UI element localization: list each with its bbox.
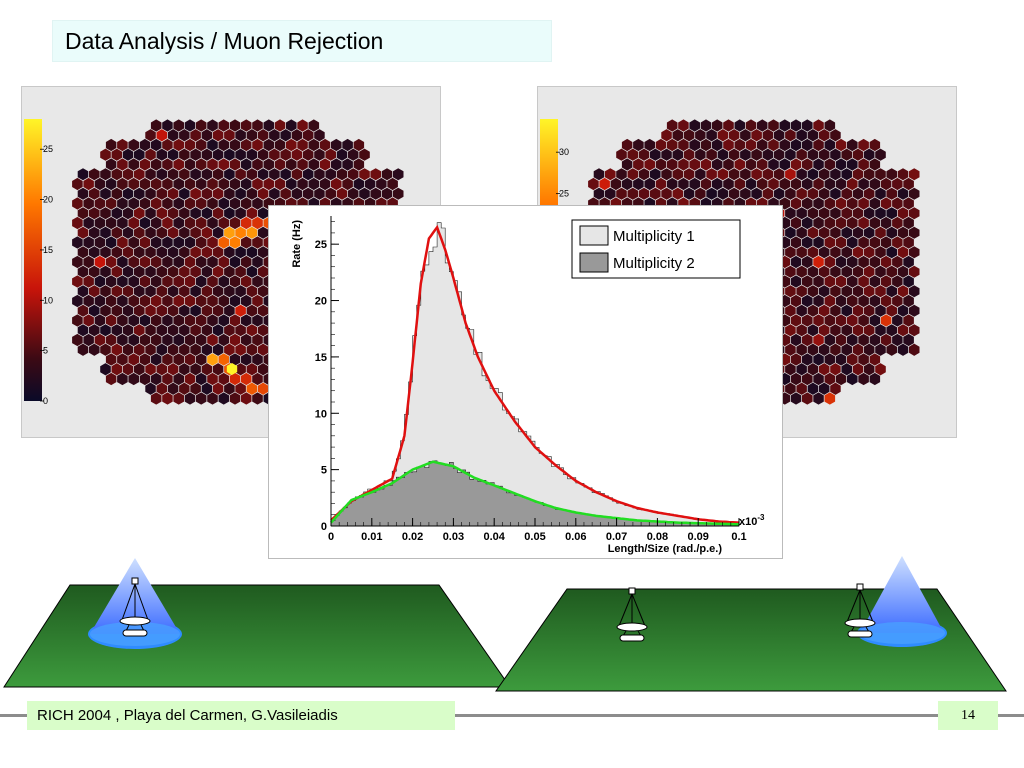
legend-swatch-multiplicity-1 — [579, 225, 609, 246]
x-tick-label: 0.1 — [731, 531, 746, 543]
telescope-left — [119, 577, 151, 637]
left-ground-plane — [3, 584, 511, 688]
scale-tick-label: 25 — [43, 144, 53, 154]
x-multiplier-label: x10-3 — [739, 513, 765, 528]
y-tick-label: 10 — [315, 408, 327, 420]
color-scale-bar — [24, 119, 42, 401]
y-tick-label: 15 — [315, 352, 327, 364]
scale-tick-label: 15 — [43, 245, 53, 255]
slide-title: Data Analysis / Muon Rejection — [52, 20, 552, 62]
footer-citation: RICH 2004 , Playa del Carmen, G.Vasileia… — [27, 701, 455, 730]
x-tick-label: 0.07 — [606, 531, 627, 543]
scale-tick-label: 5 — [43, 346, 48, 356]
x-tick-label: 0.03 — [443, 531, 464, 543]
plot-area: 0 5 10 15 20 25 0 0.01 0.02 0.03 0.04 0.05 0.06 0.07 0… — [315, 216, 747, 543]
x-tick-label: 0 — [328, 531, 334, 543]
x-tick-label: 0.05 — [524, 531, 545, 543]
x-tick-label: 0.06 — [565, 531, 586, 543]
y-axis-label: Rate (Hz) — [291, 220, 303, 268]
y-tick-label: 0 — [321, 521, 327, 533]
legend-swatch-multiplicity-2 — [579, 252, 609, 273]
legend-label-multiplicity-1: Multiplicity 1 — [613, 228, 695, 245]
scale-tick-label: 0 — [43, 396, 48, 406]
legend-label-multiplicity-2: Multiplicity 2 — [613, 255, 695, 272]
x-tick-label: 0.08 — [647, 531, 668, 543]
x-axis-label: Length/Size (rad./p.e.) — [608, 543, 723, 555]
x-tick-label: 0.04 — [483, 531, 505, 543]
telescope-right-2 — [844, 583, 876, 638]
footer-divider — [0, 714, 1024, 717]
fit-curve-2 — [330, 460, 739, 526]
y-tick-label: 5 — [321, 465, 327, 477]
histogram-panel: 0 5 10 15 20 25 0 0.01 0.02 0.03 0.04 0.05 0.06 0.07 0… — [268, 205, 783, 559]
telescope-right-1 — [616, 587, 648, 642]
scale-tick-label: 10 — [43, 295, 53, 305]
scale-tick-label: 20 — [43, 195, 53, 205]
y-tick-label: 20 — [315, 296, 327, 308]
telescope-scene — [3, 556, 1007, 692]
page-number: 14 — [938, 701, 998, 730]
x-tick-label: 0.09 — [687, 531, 708, 543]
scale-tick-label: 30 — [559, 147, 569, 157]
length-size-histogram: 0 5 10 15 20 25 0 0.01 0.02 0.03 0.04 0.05 0.06 0.07 0… — [291, 216, 765, 555]
scale-tick-label: 25 — [559, 189, 569, 199]
right-light-cone — [857, 556, 947, 647]
x-tick-label: 0.01 — [361, 531, 382, 543]
ring-hot-pixel — [226, 363, 238, 375]
fit-curve-1 — [330, 224, 740, 524]
x-tick-label: 0.02 — [402, 531, 423, 543]
y-tick-label: 25 — [315, 239, 327, 251]
